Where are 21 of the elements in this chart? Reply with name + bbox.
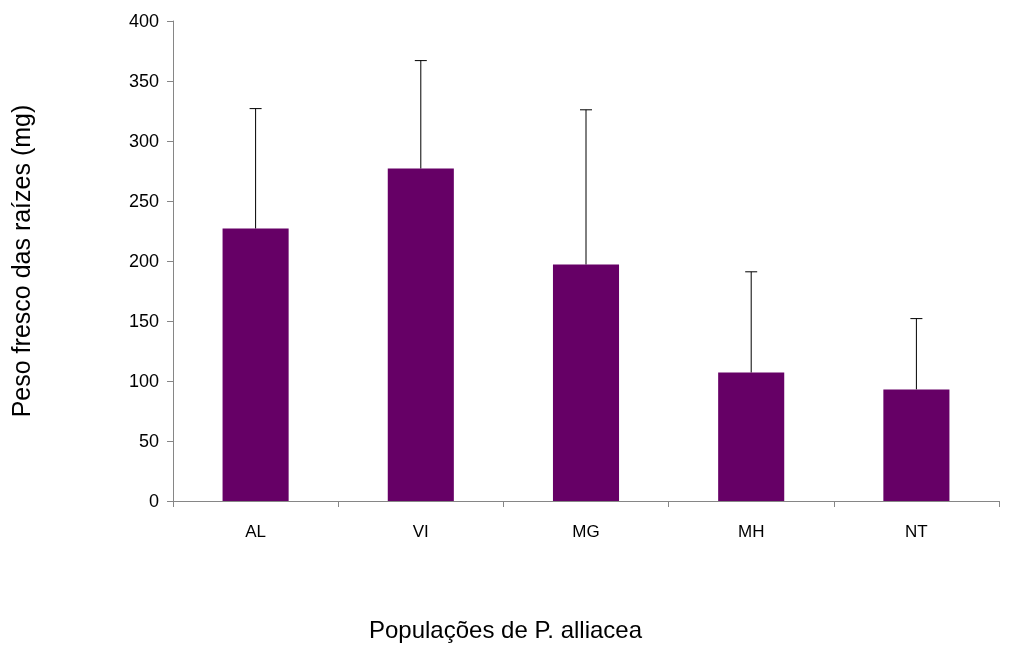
y-tick-label: 350 [128,71,159,91]
x-axis-title: Populações de P. alliacea [368,615,643,643]
x-tick-label: AL [245,522,266,541]
bar [718,372,785,501]
bar [552,264,620,501]
y-tick-label: 0 [148,491,159,511]
y-axis-title: Peso fresco das raízes (mg) [6,104,35,418]
bar [222,228,289,501]
y-tick-label: 250 [128,191,159,211]
y-tick-label: 100 [128,371,159,391]
y-tick-label: 300 [128,131,159,151]
y-tick-label: 200 [128,251,159,271]
x-tick-label: NT [905,522,928,541]
y-tick-label: 400 [128,11,159,31]
x-tick-label: MG [572,522,600,541]
y-tick-label: 150 [128,311,159,331]
bar [387,168,454,501]
bar [883,389,950,501]
x-tick-label: MH [737,522,765,541]
y-tick-label: 50 [138,431,159,451]
x-tick-label: VI [412,522,429,541]
